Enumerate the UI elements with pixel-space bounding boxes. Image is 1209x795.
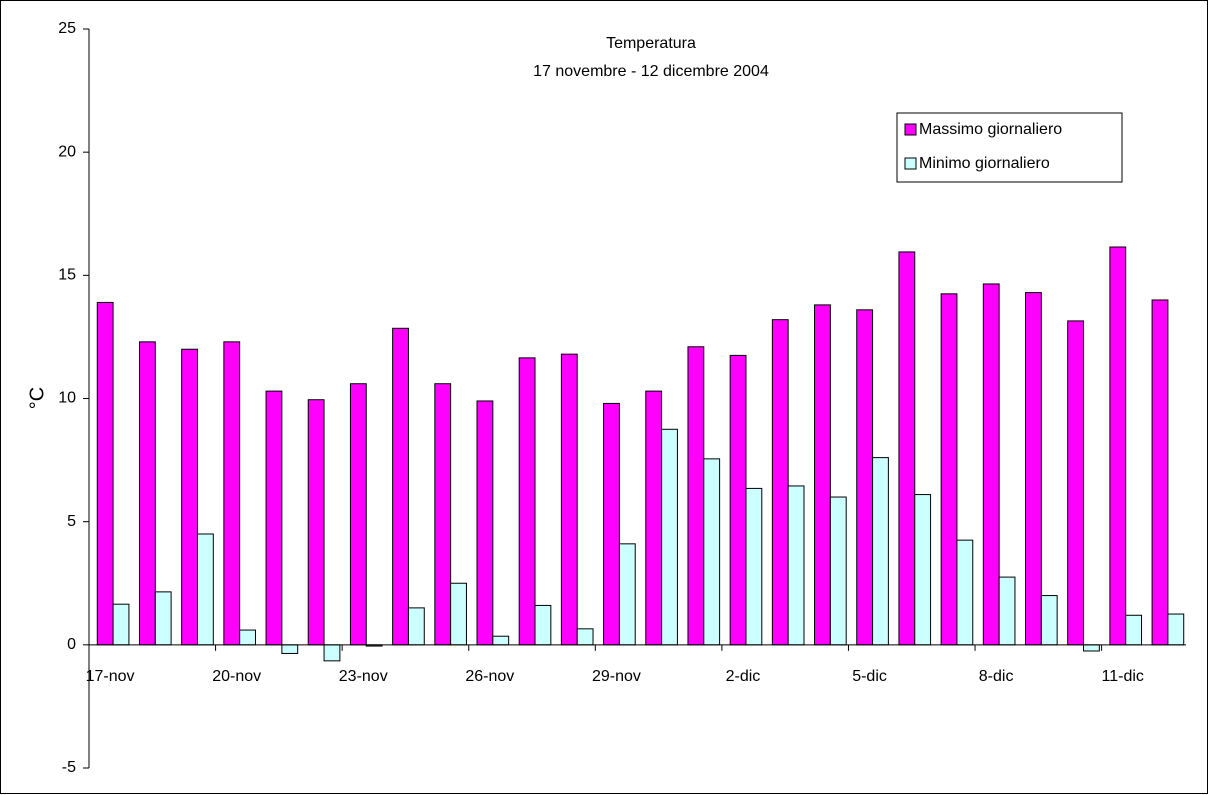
y-tick-label: 10	[58, 390, 76, 407]
legend-label: Massimo giornaliero	[919, 121, 1062, 138]
bar	[645, 390, 663, 646]
bar	[729, 354, 747, 646]
bar	[138, 341, 156, 646]
bar	[898, 251, 916, 646]
bar	[349, 383, 367, 646]
bar	[450, 582, 467, 646]
bar	[112, 603, 130, 646]
legend-swatch	[904, 157, 917, 170]
bar	[1167, 613, 1185, 646]
bar	[392, 327, 409, 646]
bar	[265, 390, 283, 646]
bar	[872, 457, 889, 646]
bar	[618, 543, 636, 646]
bar	[1125, 614, 1143, 646]
bar	[154, 591, 172, 646]
bar	[281, 644, 299, 654]
bar	[1025, 292, 1042, 646]
bar	[223, 341, 241, 646]
x-tick-label: 8-dic	[979, 668, 1014, 685]
bar	[323, 644, 341, 662]
legend-label: Minimo giornaliero	[919, 155, 1050, 172]
bar	[856, 309, 874, 646]
x-tick-label: 29-nov	[592, 668, 641, 685]
bar	[534, 604, 552, 646]
x-tick-label: 5-dic	[852, 668, 887, 685]
bar	[1151, 299, 1169, 646]
x-tick-label: 11-dic	[1102, 668, 1144, 685]
bar	[982, 283, 1000, 646]
chart-title: Temperatura	[606, 35, 696, 52]
y-tick-label: 20	[58, 143, 76, 160]
legend-swatch	[904, 123, 917, 136]
bar	[1067, 320, 1085, 646]
bar	[998, 576, 1016, 646]
bar	[745, 487, 763, 646]
bar	[603, 402, 620, 646]
bar	[1083, 644, 1100, 652]
y-tick-label: 15	[58, 267, 76, 284]
y-axis-label: °C	[26, 387, 48, 409]
bar	[1040, 595, 1058, 646]
bar	[829, 496, 847, 646]
bar	[518, 357, 536, 646]
chart-subtitle: 17 novembre - 12 dicembre 2004	[533, 63, 769, 80]
bar	[196, 533, 214, 646]
bar	[914, 494, 932, 646]
bar	[181, 348, 198, 646]
bar	[940, 293, 958, 646]
x-tick-label: 17-nov	[86, 668, 135, 685]
x-tick-label: 23-nov	[339, 668, 388, 685]
bar	[576, 628, 594, 646]
bar	[307, 399, 325, 646]
bar	[560, 353, 578, 646]
bar	[787, 485, 805, 646]
bar	[492, 635, 510, 646]
bar	[814, 304, 831, 646]
y-tick-label: 25	[58, 20, 76, 37]
bar	[407, 607, 425, 646]
bar	[687, 346, 705, 646]
bar	[239, 629, 256, 646]
y-tick-label: 0	[67, 636, 76, 653]
y-tick-label: -5	[62, 759, 76, 776]
legend-box	[896, 112, 1123, 183]
bar	[956, 539, 974, 646]
x-tick-label: 2-dic	[726, 668, 761, 685]
bar	[703, 458, 721, 646]
y-tick-label: 5	[67, 513, 76, 530]
x-tick-label: 26-nov	[465, 668, 514, 685]
bar	[476, 400, 494, 646]
bar	[1109, 246, 1127, 646]
bar	[96, 301, 114, 646]
bar	[661, 428, 678, 646]
bar	[434, 383, 452, 646]
bar	[771, 319, 789, 646]
x-tick-label: 20-nov	[212, 668, 261, 685]
